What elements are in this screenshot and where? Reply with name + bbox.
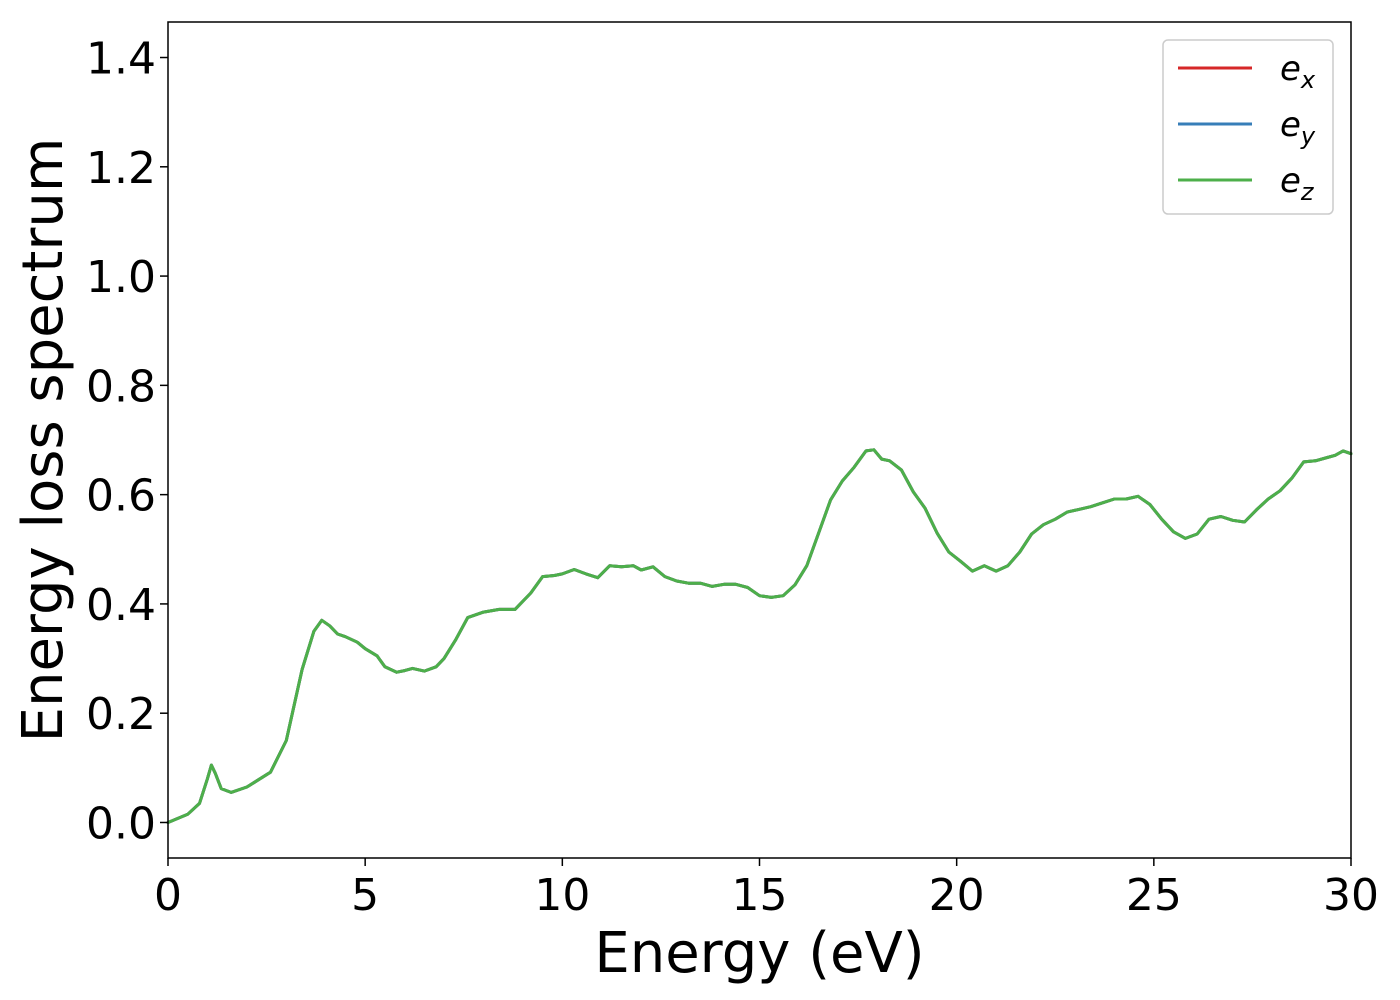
y-tick-label: 0.6 bbox=[86, 471, 156, 522]
y-tick-label: 1.2 bbox=[86, 143, 156, 194]
x-tick-label: 15 bbox=[732, 870, 788, 921]
x-tick-label: 0 bbox=[154, 870, 182, 921]
y-tick-label: 0.0 bbox=[86, 798, 156, 849]
x-axis-label: Energy (eV) bbox=[594, 921, 924, 986]
y-axis: 0.0 0.2 0.4 0.6 0.8 1.0 1.2 1.4 bbox=[86, 34, 168, 849]
y-tick-label: 0.8 bbox=[86, 361, 156, 412]
y-tick-label: 0.4 bbox=[86, 580, 156, 631]
x-axis: 0 5 10 15 20 25 30 bbox=[154, 858, 1379, 921]
x-tick-label: 20 bbox=[929, 870, 985, 921]
y-tick-label: 1.0 bbox=[86, 252, 156, 303]
y-axis-label: Energy loss spectrum bbox=[11, 138, 76, 743]
y-tick-label: 0.2 bbox=[86, 689, 156, 740]
x-tick-label: 5 bbox=[351, 870, 379, 921]
series-layer bbox=[166, 448, 1353, 824]
y-tick-label: 1.4 bbox=[86, 34, 156, 85]
legend-box bbox=[1162, 39, 1334, 215]
x-tick-label: 10 bbox=[534, 870, 590, 921]
x-tick-label: 30 bbox=[1323, 870, 1379, 921]
x-tick-label: 25 bbox=[1126, 870, 1182, 921]
series-line-z bbox=[166, 448, 1353, 824]
